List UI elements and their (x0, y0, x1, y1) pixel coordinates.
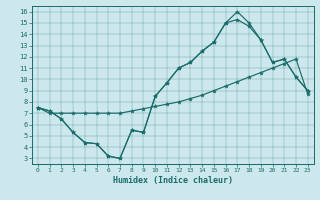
X-axis label: Humidex (Indice chaleur): Humidex (Indice chaleur) (113, 176, 233, 185)
